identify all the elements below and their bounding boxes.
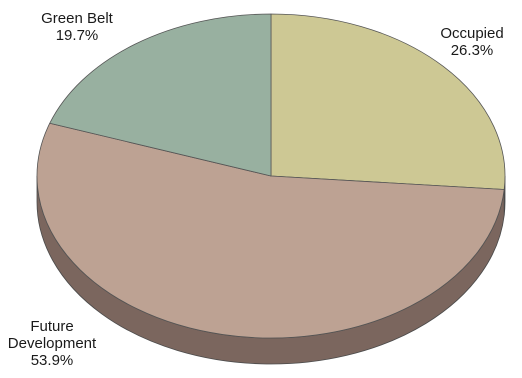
slice-label: Occupied 26.3%	[440, 25, 503, 59]
slice-label: Green Belt 19.7%	[41, 10, 114, 44]
pie-labels: Occupied 26.3% Future Development 53.9% Green…	[8, 10, 504, 369]
slice-label: Future Development 53.9%	[8, 318, 97, 369]
pie-slice	[49, 13, 272, 177]
pie-slice	[36, 122, 505, 339]
pie-top-slices	[36, 13, 506, 339]
pie-slice	[270, 13, 506, 190]
